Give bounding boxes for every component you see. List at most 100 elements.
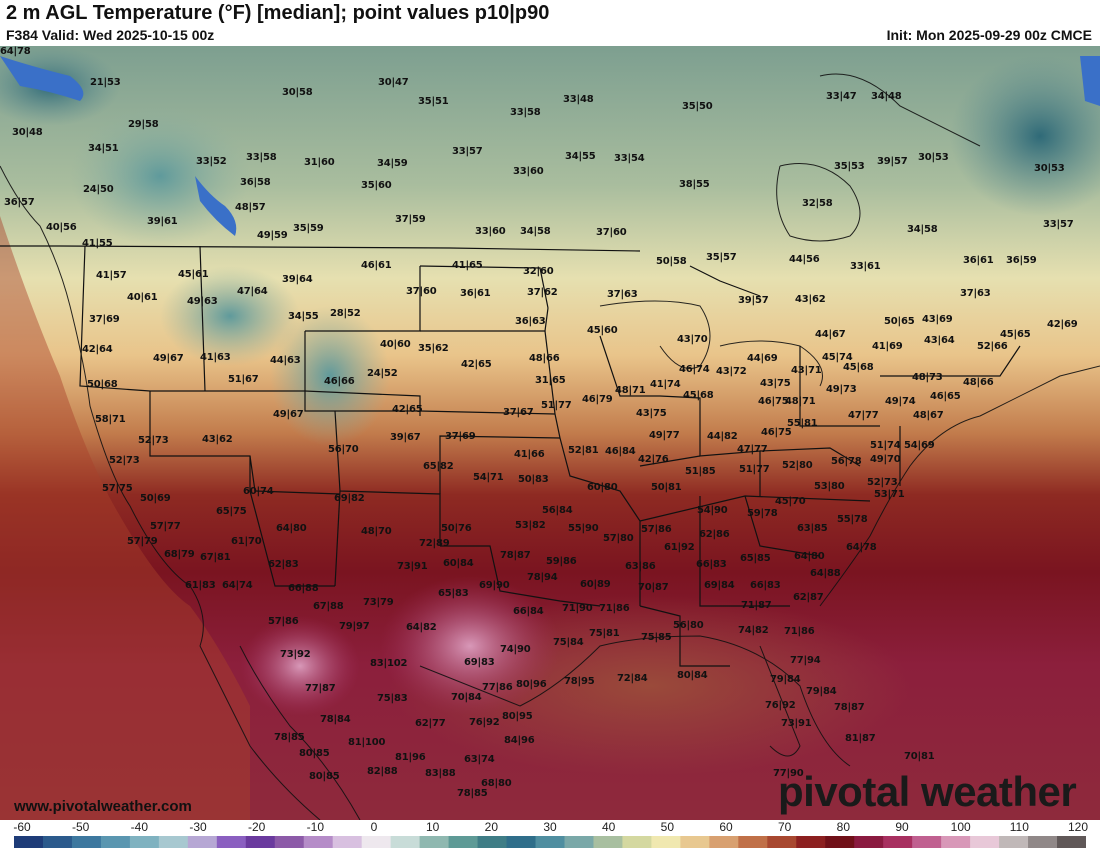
point-value-label: 66|84 (513, 606, 544, 617)
point-value-label: 60|89 (580, 579, 611, 590)
point-value-label: 48|71 (785, 396, 816, 407)
colorbar-swatch (71, 836, 102, 848)
point-value-label: 39|57 (738, 295, 769, 306)
point-value-label: 44|69 (747, 353, 778, 364)
map-title: 2 m AGL Temperature (°F) [median]; point… (6, 2, 550, 24)
colorbar-tick-label: 60 (719, 820, 733, 834)
point-value-label: 44|56 (789, 254, 820, 265)
point-value-label: 62|87 (793, 592, 824, 603)
point-value-label: 63|85 (797, 523, 828, 534)
point-value-label: 35|51 (418, 96, 449, 107)
point-value-label: 78|85 (457, 788, 488, 799)
point-value-label: 33|54 (614, 153, 645, 164)
point-value-label: 83|102 (370, 658, 408, 669)
point-value-label: 74|90 (500, 644, 531, 655)
colorbar-swatch (999, 836, 1029, 848)
point-value-label: 41|63 (200, 352, 231, 363)
colorbar-swatch (970, 836, 1000, 848)
point-value-label: 37|60 (406, 286, 437, 297)
point-value-label: 33|60 (475, 226, 506, 237)
point-value-label: 72|84 (617, 673, 648, 684)
colorbar-tick-label: -10 (306, 820, 324, 834)
point-value-label: 78|87 (500, 550, 531, 561)
point-value-label: 77|94 (790, 655, 821, 666)
point-value-label: 49|67 (273, 409, 304, 420)
point-value-label: 47|64 (237, 286, 268, 297)
point-value-label: 51|85 (685, 466, 716, 477)
point-value-label: 82|88 (367, 766, 398, 777)
point-value-label: 33|58 (246, 152, 277, 163)
colorbar-tick-label: 100 (950, 820, 971, 834)
point-value-label: 66|88 (288, 583, 319, 594)
point-value-label: 49|59 (257, 230, 288, 241)
point-value-label: 67|88 (313, 601, 344, 612)
point-value-label: 40|56 (46, 222, 77, 233)
colorbar-swatch (535, 836, 566, 848)
point-value-label: 32|60 (523, 266, 554, 277)
point-value-label: 65|85 (740, 553, 771, 564)
point-value-label: 55|90 (568, 523, 599, 534)
point-value-label: 49|63 (187, 296, 218, 307)
point-value-label: 41|66 (514, 449, 545, 460)
point-value-label: 40|61 (127, 292, 158, 303)
colorbar-tick-label: 10 (425, 820, 440, 834)
point-value-label: 33|57 (452, 146, 483, 157)
point-value-label: 42|69 (1047, 319, 1078, 330)
point-value-label: 37|59 (395, 214, 426, 225)
point-value-label: 78|87 (834, 702, 865, 713)
point-value-label: 48|67 (913, 410, 944, 421)
point-value-label: 45|61 (178, 269, 209, 280)
point-value-label: 52|81 (568, 445, 599, 456)
point-value-label: 79|97 (339, 621, 370, 632)
colorbar-tick-label: -50 (71, 820, 90, 834)
point-value-label: 46|75 (758, 396, 789, 407)
point-value-label: 51|77 (541, 400, 572, 411)
point-value-label: 80|84 (677, 670, 708, 681)
colorbar-tick-label: 0 (370, 820, 378, 834)
point-value-label: 41|65 (452, 260, 483, 271)
point-value-label: 47|77 (737, 444, 768, 455)
point-value-label: 48|66 (963, 377, 994, 388)
point-value-label: 73|92 (280, 649, 311, 660)
point-value-label: 34|48 (871, 91, 902, 102)
point-value-label: 69|84 (704, 580, 735, 591)
point-value-label: 43|64 (924, 335, 955, 346)
point-value-label: 53|80 (814, 481, 845, 492)
colorbar-swatch (1057, 836, 1086, 848)
point-value-label: 46|75 (761, 427, 792, 438)
colorbar-swatch (390, 836, 421, 848)
point-value-label: 57|77 (150, 521, 181, 532)
point-value-label: 62|86 (699, 529, 730, 540)
point-value-label: 35|53 (834, 161, 865, 172)
colorbar-tick-label: 110 (1009, 820, 1029, 834)
point-value-label: 71|90 (562, 603, 593, 614)
point-value-label: 64|80 (276, 523, 307, 534)
colorbar-swatch (825, 836, 855, 848)
colorbar-tick-label: 50 (660, 820, 675, 834)
point-value-label: 65|83 (438, 588, 469, 599)
point-value-label: 73|91 (397, 561, 428, 572)
point-value-label: 41|57 (96, 270, 127, 281)
point-value-label: 57|86 (268, 616, 299, 627)
colorbar-swatch (419, 836, 450, 848)
point-value-label: 77|87 (305, 683, 336, 694)
point-value-label: 84|96 (504, 735, 535, 746)
point-value-label: 41|55 (82, 238, 113, 249)
colorbar-swatch (767, 836, 797, 848)
point-value-label: 47|77 (848, 410, 879, 421)
point-value-label: 37|69 (89, 314, 120, 325)
point-value-label: 44|82 (707, 431, 738, 442)
website-label: www.pivotalweather.com (14, 798, 192, 815)
point-value-label: 77|86 (482, 682, 513, 693)
point-value-label: 45|74 (822, 352, 853, 363)
colorbar-swatch (738, 836, 768, 848)
point-value-label: 63|86 (625, 561, 656, 572)
point-value-label: 51|74 (870, 440, 901, 451)
point-value-label: 64|78 (846, 542, 877, 553)
temperature-map[interactable]: 21|53 30|58 30|47 35|51 33|48 35|50 33|47 34|48… (0, 46, 1100, 820)
point-value-label: 34|55 (288, 311, 319, 322)
point-value-label: 64|74 (222, 580, 253, 591)
point-value-label: 83|88 (425, 768, 456, 779)
point-value-label: 36|59 (1006, 255, 1037, 266)
point-value-label: 78|84 (320, 714, 351, 725)
